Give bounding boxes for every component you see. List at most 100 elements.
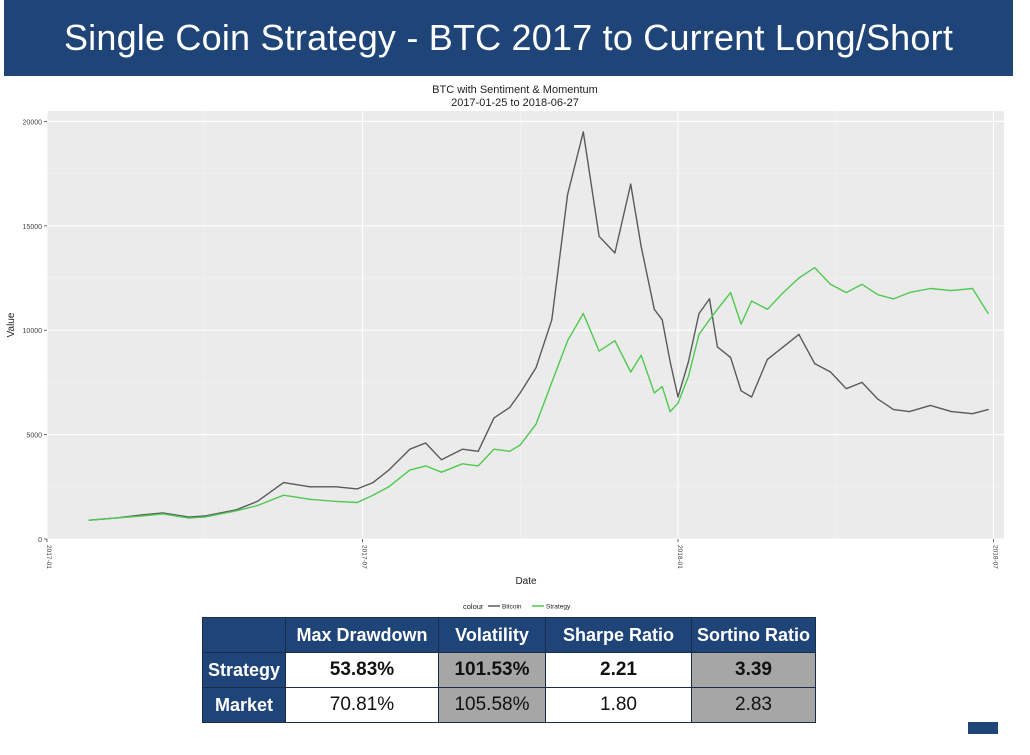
point-strategy [740, 323, 742, 325]
point-bitcoin [908, 411, 911, 413]
market-volatility: 105.58% [438, 687, 546, 723]
chart-area: BTC with Sentiment & Momentum 2017-01-25… [0, 78, 1030, 618]
point-strategy [519, 444, 521, 446]
point-strategy [893, 298, 895, 300]
point-strategy [388, 486, 390, 488]
point-bitcoin [987, 409, 989, 411]
point-strategy [309, 498, 311, 500]
series-line-bitcoin [89, 131, 989, 521]
point-strategy [551, 381, 553, 383]
strategy-volatility: 101.53% [438, 652, 546, 688]
point-strategy [630, 371, 632, 373]
point-strategy [845, 292, 847, 294]
y-tick-label: 15000 [23, 224, 43, 231]
chart-subtitle: 2017-01-25 to 2018-06-27 [451, 97, 579, 109]
col-header-sortino-ratio: Sortino Ratio [691, 617, 816, 653]
y-tick-label: 5000 [26, 433, 42, 440]
point-bitcoin [740, 390, 742, 392]
point-bitcoin [582, 131, 584, 133]
point-bitcoin [716, 346, 719, 348]
point-bitcoin [814, 363, 816, 365]
point-bitcoin [687, 360, 690, 363]
strategy-sharpe-ratio: 2.21 [545, 652, 692, 688]
col-header-volatility: Volatility [438, 617, 546, 653]
x-axis-ticks: 2017-01 2017-07 2018-01 2018-07 [45, 539, 998, 569]
strategy-max-drawdown: 53.83% [285, 652, 439, 688]
col-header-max-drawdown: Max Drawdown [285, 617, 439, 653]
x-axis-label: Date [515, 576, 537, 587]
slide-title: Single Coin Strategy - BTC 2017 to Curre… [4, 0, 1013, 76]
btc-line-chart: BTC with Sentiment & Momentum 2017-01-25… [6, 84, 1004, 611]
point-strategy [372, 494, 374, 496]
point-strategy [582, 312, 584, 315]
chart-title: BTC with Sentiment & Momentum [432, 84, 598, 96]
point-strategy [708, 319, 711, 321]
point-strategy [730, 292, 732, 294]
x-tick-label: 2018-01 [676, 545, 683, 569]
point-strategy [493, 448, 495, 450]
point-bitcoin [493, 417, 495, 419]
point-bitcoin [598, 235, 600, 237]
point-strategy [162, 513, 164, 515]
point-strategy [950, 290, 953, 292]
point-strategy [141, 515, 143, 517]
point-bitcoin [677, 396, 679, 398]
legend: colour Bitcoin Strategy [463, 602, 571, 611]
point-strategy [798, 277, 800, 279]
point-bitcoin [477, 450, 479, 452]
point-bitcoin [461, 448, 463, 450]
point-bitcoin [929, 404, 932, 406]
market-sortino-ratio: 2.83 [691, 687, 816, 723]
row-label-market: Market [202, 687, 286, 723]
point-strategy [861, 283, 863, 285]
point-bitcoin [845, 388, 847, 390]
point-strategy [814, 267, 816, 269]
point-strategy [509, 450, 511, 452]
stats-row-strategy: Strategy 53.83% 101.53% 2.21 3.39 [202, 652, 816, 688]
point-strategy [425, 465, 427, 467]
point-strategy [661, 386, 663, 388]
point-strategy [751, 300, 753, 302]
point-strategy [716, 308, 719, 310]
point-bitcoin [372, 482, 374, 484]
x-tick-label: 2018-07 [991, 545, 998, 569]
market-max-drawdown: 70.81% [285, 687, 439, 723]
slide-title-text: Single Coin Strategy - BTC 2017 to Curre… [63, 17, 954, 58]
stats-corner-cell [202, 617, 286, 653]
point-bitcoin [751, 396, 753, 398]
point-strategy [440, 471, 442, 473]
point-strategy [256, 505, 258, 507]
legend-title: colour [463, 602, 484, 611]
y-axis-label: Value [6, 312, 17, 337]
stats-row-market: Market 70.81% 105.58% 1.80 2.83 [202, 687, 816, 723]
point-bitcoin [669, 360, 671, 363]
legend-label-strategy: Strategy [546, 604, 571, 611]
point-strategy [235, 510, 237, 512]
y-tick-label: 10000 [23, 328, 43, 335]
strategy-sortino-ratio: 3.39 [691, 652, 816, 688]
point-strategy [614, 340, 616, 342]
series-lines [88, 131, 989, 521]
plot-panel [47, 111, 1004, 539]
point-strategy [114, 517, 116, 519]
point-bitcoin [798, 333, 800, 335]
point-bitcoin [950, 411, 953, 413]
row-label-strategy: Strategy [202, 652, 286, 688]
point-strategy [567, 340, 569, 342]
point-strategy [687, 375, 690, 377]
point-strategy [204, 516, 206, 518]
point-strategy [219, 513, 222, 515]
point-bitcoin [640, 246, 642, 248]
stats-header-row: Max Drawdown Volatility Sharpe Ratio Sor… [202, 617, 816, 653]
point-strategy [653, 392, 655, 394]
point-bitcoin [535, 367, 537, 369]
point-strategy [971, 287, 974, 290]
point-bitcoin [519, 392, 521, 394]
point-strategy [766, 308, 769, 310]
point-bitcoin [708, 298, 711, 300]
point-bitcoin [698, 312, 700, 315]
point-strategy [598, 350, 600, 352]
series-line-strategy [89, 266, 989, 521]
point-bitcoin [630, 183, 632, 185]
point-bitcoin [283, 482, 285, 484]
